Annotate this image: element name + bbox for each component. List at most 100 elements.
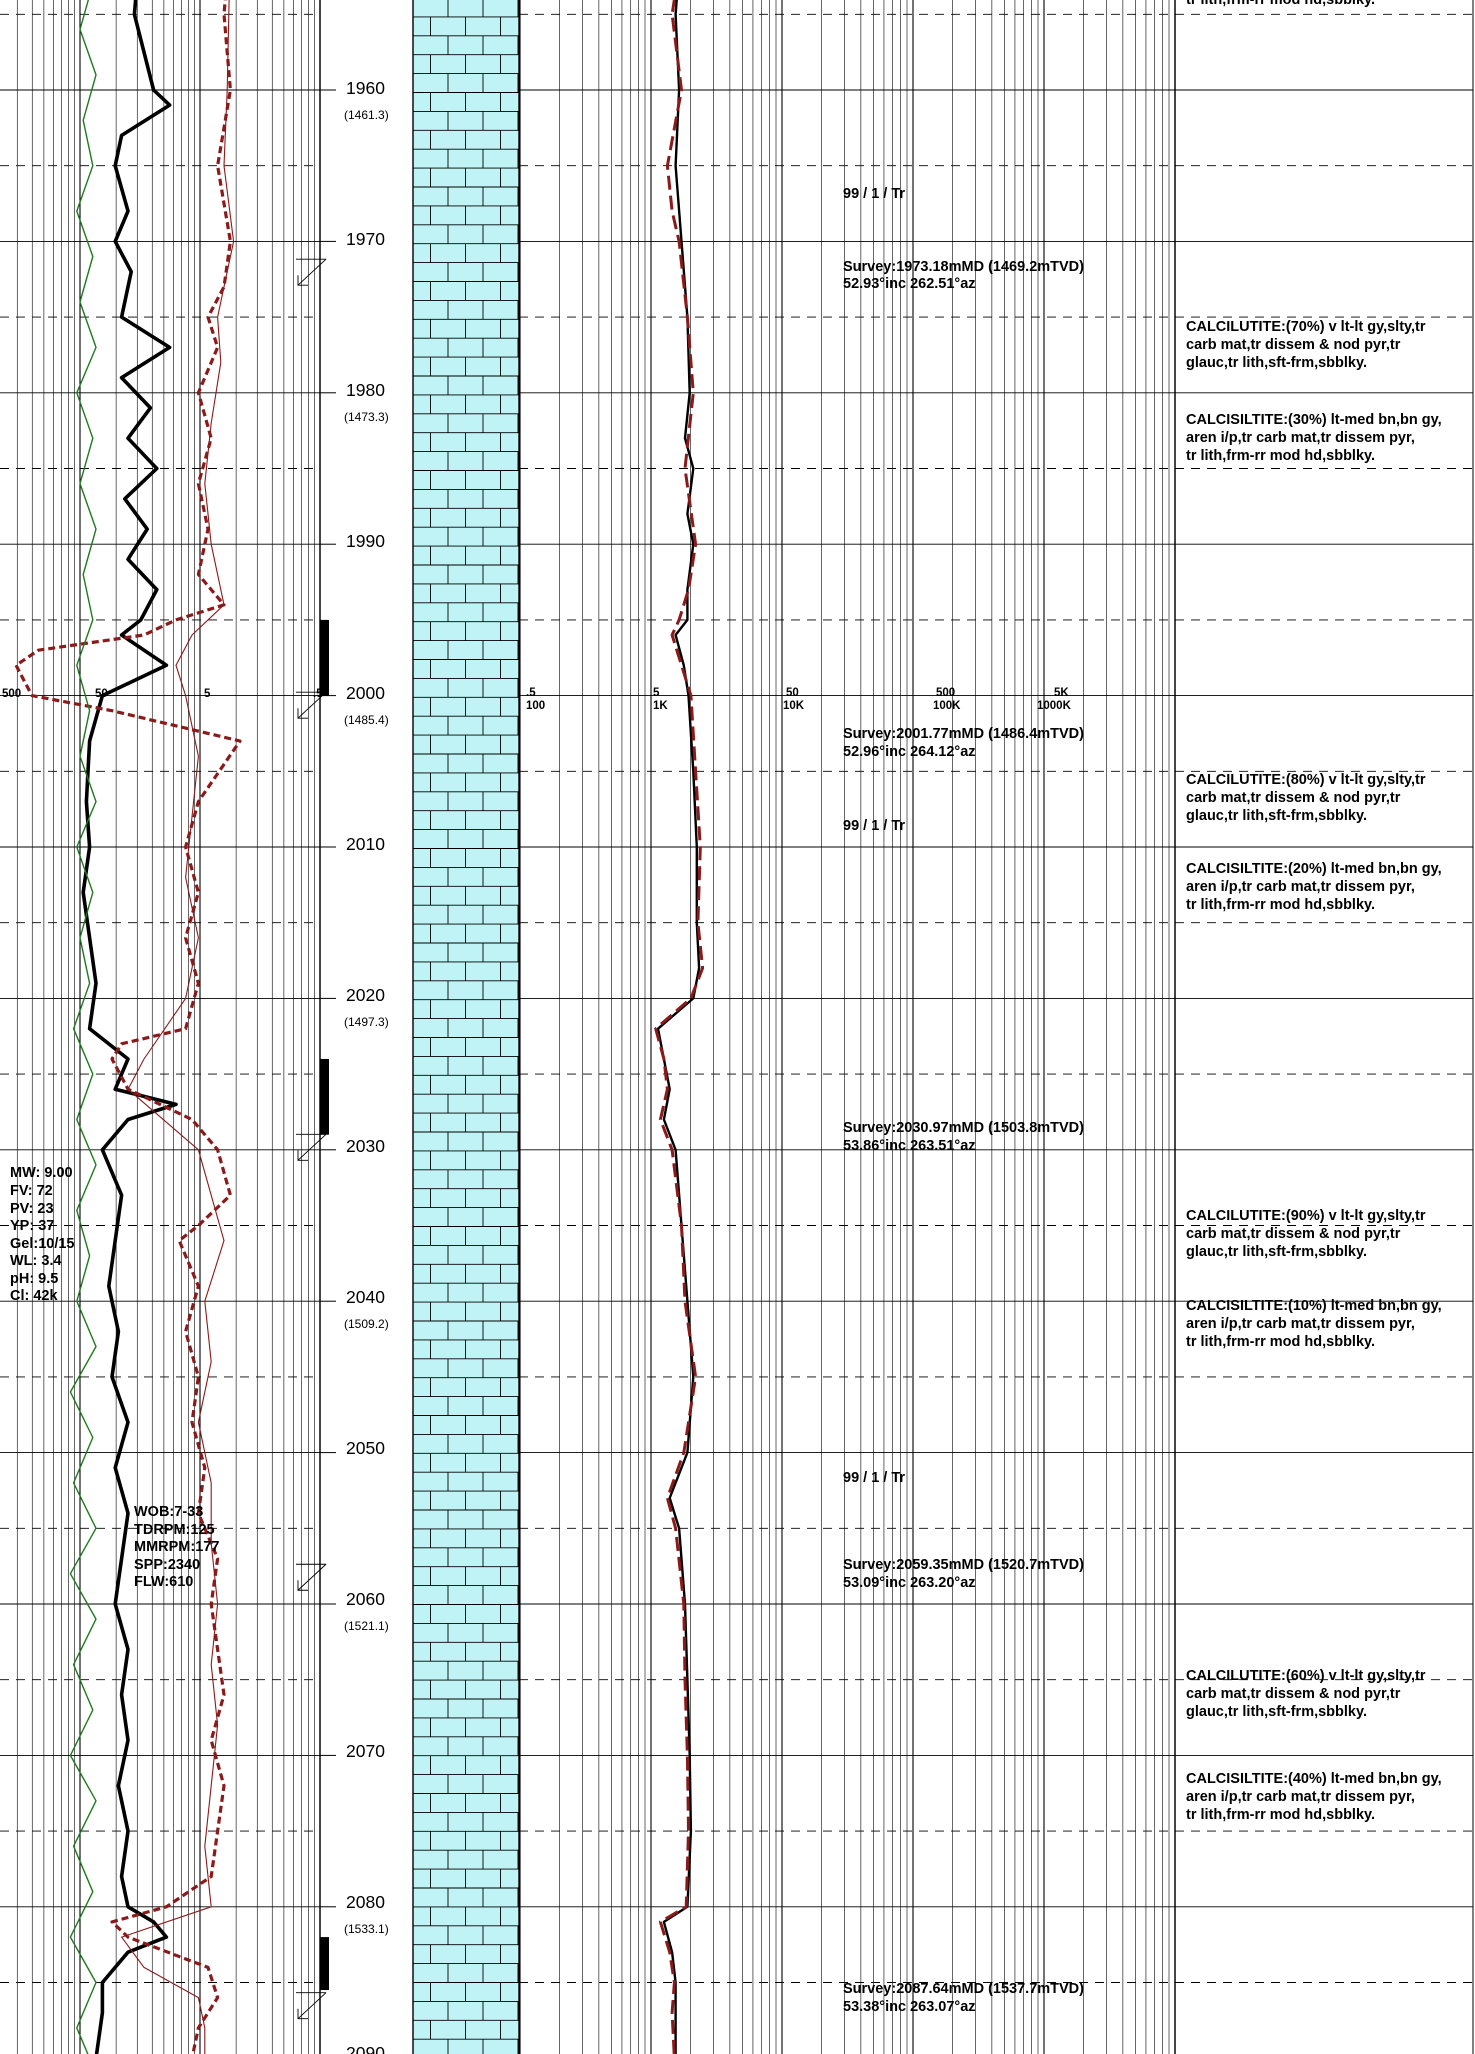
mud-property: YP: 37 — [10, 1218, 54, 1234]
description-line: glauc,tr lith,sft-frm,sbblky. — [1186, 355, 1367, 371]
depth-tvd-label: (1485.4) — [344, 713, 389, 727]
description-line: carb mat,tr dissem & nod pyr,tr — [1186, 337, 1401, 353]
survey-line: 53.86°inc 263.51°az — [843, 1138, 976, 1154]
survey-line: 53.38°inc 263.07°az — [843, 1999, 976, 2015]
curve-gas-black — [656, 0, 701, 2054]
depth-tvd-label: (1509.2) — [344, 1317, 389, 1331]
survey-marker-head — [297, 2008, 308, 2020]
curve-layer — [14, 0, 705, 2054]
mud-properties: MW: 9.00 FV: 72 PV: 23 YP: 37 Gel:10/15 … — [10, 1165, 75, 1304]
depth-tvd-label: (1521.1) — [344, 1619, 389, 1633]
description-line: CALCILUTITE:(70%) v lt-lt gy,slty,tr — [1186, 319, 1426, 335]
gas-scale-bottom-label: 1K — [653, 700, 668, 712]
mud-property: MW: 9.00 — [10, 1165, 73, 1181]
depth-md-label: 1980 — [346, 380, 385, 400]
description-line: CALCILUTITE:(90%) v lt-lt gy,slty,tr — [1186, 1208, 1426, 1224]
description-line: glauc,tr lith,sft-frm,sbblky. — [1186, 1704, 1367, 1720]
gas-scale-bottom-label: 100 — [526, 700, 545, 712]
core-mark — [320, 619, 329, 696]
description-line: tr lith,frm-rr mod hd,sbblky. — [1186, 448, 1375, 464]
depth-md-label: 1960 — [346, 78, 385, 98]
core-mark — [320, 1937, 329, 1991]
depth-md-label: 2090 — [346, 2043, 385, 2054]
description-line: carb mat,tr dissem & nod pyr,tr — [1186, 790, 1401, 806]
description-line: tr lith,frm-rr mod hd,sbblky. — [1186, 1334, 1375, 1350]
drilling-scale-label: .5 — [313, 688, 323, 700]
depth-md-label: 2000 — [346, 683, 385, 703]
depth-md-label: 2010 — [346, 834, 385, 854]
description-line: carb mat,tr dissem & nod pyr,tr — [1186, 1686, 1401, 1702]
curve-gas-red-dashed — [654, 0, 705, 2054]
gas-scale-top-label: 5K — [1054, 687, 1069, 699]
description-line: tr lith,frm-rr mod hd,sbblky. — [1186, 897, 1375, 913]
survey-marker-arm — [297, 1992, 327, 2020]
text-layer: 500 50 5 .5 .5 100 5 1K 50 10K 500 100K … — [2, 0, 1442, 2054]
survey-marker-arm — [297, 691, 327, 719]
survey-marker-icon — [296, 1133, 327, 1161]
survey-marker-icon — [296, 691, 327, 719]
depth-md-label: 2060 — [346, 1589, 385, 1609]
drilling-param: MMRPM:177 — [134, 1539, 219, 1555]
description-line: aren i/p,tr carb mat,tr dissem pyr, — [1186, 1789, 1415, 1805]
description-line: tr lith,frm-rr mod hd,sbblky. — [1186, 0, 1375, 8]
survey-line: Survey:2087.64mMD (1537.7mTVD) — [843, 1981, 1084, 1997]
survey-marker-arm — [297, 1563, 327, 1591]
drilling-param: WOB:7-33 — [134, 1504, 203, 1520]
curve-drilling-green-thin — [69, 0, 97, 2054]
depth-md-label: 1990 — [346, 531, 385, 551]
drilling-scale-label: 500 — [2, 688, 21, 700]
depth-md-label: 2040 — [346, 1287, 385, 1307]
mud-property: pH: 9.5 — [10, 1271, 58, 1287]
survey-line: 52.96°inc 264.12°az — [843, 744, 976, 760]
mud-property: Cl: 42k — [10, 1288, 58, 1304]
survey-marker-arm — [297, 1133, 327, 1161]
limestone-pattern — [412, 0, 519, 2054]
curve-drilling-red-thin — [121, 0, 235, 2054]
drilling-param: SPP:2340 — [134, 1557, 200, 1573]
show-label: 99 / 1 / Tr — [843, 1470, 905, 1486]
survey-line: 53.09°inc 263.20°az — [843, 1575, 976, 1591]
drilling-param: FLW:610 — [134, 1574, 193, 1590]
drilling-scale-label: 5 — [204, 688, 211, 700]
drilling-param: TDRPM:125 — [134, 1522, 215, 1538]
gas-scale-top-label: 50 — [786, 687, 799, 699]
depth-tvd-label: (1497.3) — [344, 1015, 389, 1029]
description-line: aren i/p,tr carb mat,tr dissem pyr, — [1186, 430, 1415, 446]
survey-marker-icon — [296, 1563, 327, 1591]
survey-marker-head — [297, 1580, 308, 1591]
marker-layer — [296, 258, 329, 2020]
show-label: 99 / 1 / Tr — [843, 186, 905, 202]
survey-marker-arm — [297, 258, 327, 286]
survey-marker-icon — [296, 1992, 327, 2020]
mud-property: PV: 23 — [10, 1201, 54, 1217]
description-line: tr lith,frm-rr mod hd,sbblky. — [1186, 1807, 1375, 1823]
survey-line: Survey:2059.35mMD (1520.7mTVD) — [843, 1557, 1084, 1573]
description-line: glauc,tr lith,sft-frm,sbblky. — [1186, 808, 1367, 824]
mud-property: WL: 3.4 — [10, 1253, 62, 1269]
survey-marker-head — [297, 1150, 308, 1161]
show-label: 99 / 1 / Tr — [843, 818, 905, 834]
depth-md-label: 2070 — [346, 1741, 385, 1761]
lithology-column-fill — [413, 0, 519, 2054]
description-line: CALCISILTITE:(40%) lt-med bn,bn gy, — [1186, 1771, 1442, 1787]
description-line: CALCISILTITE:(20%) lt-med bn,bn gy, — [1186, 861, 1442, 877]
description-line: CALCILUTITE:(80%) v lt-lt gy,slty,tr — [1186, 772, 1426, 788]
gas-scale-top-label: 500 — [936, 687, 955, 699]
description-line: carb mat,tr dissem & nod pyr,tr — [1186, 1226, 1401, 1242]
depth-md-label: 2020 — [346, 985, 385, 1005]
lithology-descriptions: tr lith,frm-rr mod hd,sbblky. CALCILUTIT… — [1186, 0, 1442, 1823]
survey-line: Survey:2001.77mMD (1486.4mTVD) — [843, 726, 1084, 742]
description-line: CALCISILTITE:(10%) lt-med bn,bn gy, — [1186, 1298, 1442, 1314]
description-line: CALCILUTITE:(60%) v lt-lt gy,slty,tr — [1186, 1668, 1426, 1684]
survey-line: 52.93°inc 262.51°az — [843, 276, 976, 292]
depth-md-label: 1970 — [346, 229, 385, 249]
description-line: aren i/p,tr carb mat,tr dissem pyr, — [1186, 1316, 1415, 1332]
mud-property: FV: 72 — [10, 1183, 53, 1199]
survey-marker-head — [297, 275, 308, 286]
description-line: aren i/p,tr carb mat,tr dissem pyr, — [1186, 879, 1415, 895]
core-mark — [320, 1058, 329, 1135]
curve-drilling-black-bold — [81, 0, 178, 2054]
depth-tvd-label: (1473.3) — [344, 410, 389, 424]
